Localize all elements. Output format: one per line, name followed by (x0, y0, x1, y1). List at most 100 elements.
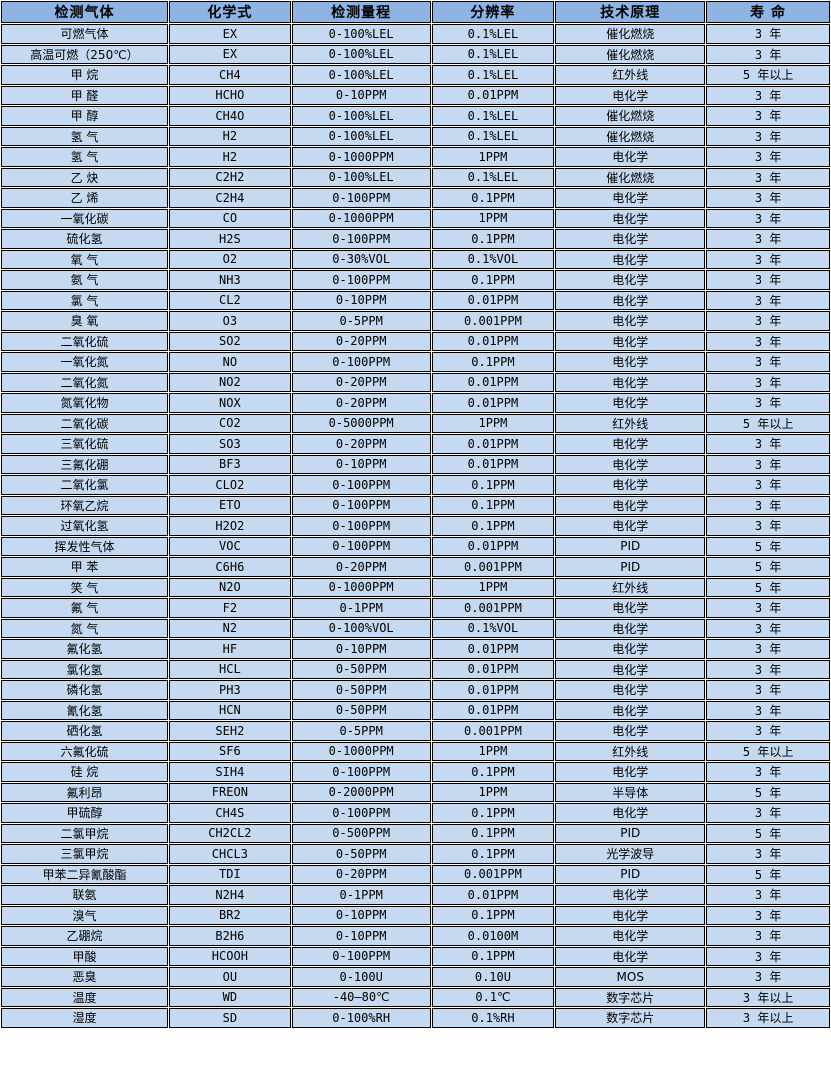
cell-lifespan: 5 年 (706, 536, 830, 556)
cell-technology-principle: 电化学 (555, 905, 706, 925)
table-row: 氮 气 N2 0-100%VOL 0.1%VOL 电化学 3 年 (1, 618, 830, 638)
table-row: 可燃气体 EX 0-100%LEL 0.1%LEL 催化燃烧 3 年 (1, 24, 830, 44)
cell-resolution: 0.01PPM (431, 659, 555, 679)
cell-chemical-formula: F2 (169, 598, 291, 618)
cell-gas-name: 湿度 (1, 1008, 168, 1028)
cell-technology-principle: 红外线 (555, 577, 706, 597)
cell-resolution: 0.1%VOL (431, 618, 555, 638)
cell-chemical-formula: EX (169, 24, 291, 44)
cell-gas-name: 温度 (1, 987, 168, 1007)
cell-chemical-formula: EX (169, 44, 291, 64)
cell-lifespan: 3 年 (706, 905, 830, 925)
table-row: 氢 气 H2 0-100%LEL 0.1%LEL 催化燃烧 3 年 (1, 126, 830, 146)
table-row: 甲酸 HCOOH 0-100PPM 0.1PPM 电化学 3 年 (1, 946, 830, 966)
cell-resolution: 0.01PPM (431, 331, 555, 351)
table-row: 三氧化硫 SO3 0-20PPM 0.01PPM 电化学 3 年 (1, 434, 830, 454)
cell-lifespan: 5 年以上 (706, 741, 830, 761)
cell-technology-principle: 催化燃烧 (555, 106, 706, 126)
cell-chemical-formula: SD (169, 1008, 291, 1028)
cell-gas-name: 三氧化硫 (1, 434, 168, 454)
cell-lifespan: 3 年 (706, 147, 830, 167)
cell-gas-name: 甲酸 (1, 946, 168, 966)
cell-lifespan: 3 年 (706, 44, 830, 64)
cell-resolution: 0.1PPM (431, 516, 555, 536)
cell-technology-principle: 催化燃烧 (555, 44, 706, 64)
table-row: 氟化氢 HF 0-10PPM 0.01PPM 电化学 3 年 (1, 639, 830, 659)
cell-resolution: 0.001PPM (431, 598, 555, 618)
cell-technology-principle: 电化学 (555, 475, 706, 495)
cell-lifespan: 3 年 (706, 680, 830, 700)
cell-chemical-formula: WD (169, 987, 291, 1007)
table-row: 氢 气 H2 0-1000PPM 1PPM 电化学 3 年 (1, 147, 830, 167)
cell-lifespan: 3 年 (706, 495, 830, 515)
cell-resolution: 0.1%RH (431, 1008, 555, 1028)
cell-resolution: 0.01PPM (431, 454, 555, 474)
cell-chemical-formula: SF6 (169, 741, 291, 761)
cell-lifespan: 3 年 (706, 885, 830, 905)
cell-chemical-formula: H2 (169, 147, 291, 167)
table-row: 氮氧化物 NOX 0-20PPM 0.01PPM 电化学 3 年 (1, 393, 830, 413)
table-row: 乙 烯 C2H4 0-100PPM 0.1PPM 电化学 3 年 (1, 188, 830, 208)
cell-resolution: 1PPM (431, 208, 555, 228)
cell-detection-range: 0-100PPM (291, 229, 431, 249)
cell-resolution: 0.001PPM (431, 864, 555, 884)
cell-technology-principle: 电化学 (555, 618, 706, 638)
table-row: 甲苯二异氰酸酯 TDI 0-20PPM 0.001PPM PID 5 年 (1, 864, 830, 884)
cell-detection-range: 0-10PPM (291, 454, 431, 474)
cell-lifespan: 3 年 (706, 331, 830, 351)
cell-gas-name: 过氧化氢 (1, 516, 168, 536)
cell-resolution: 0.1%LEL (431, 106, 555, 126)
cell-technology-principle: 数字芯片 (555, 1008, 706, 1028)
cell-lifespan: 3 年 (706, 454, 830, 474)
cell-detection-range: 0-50PPM (291, 700, 431, 720)
cell-detection-range: 0-1000PPM (291, 147, 431, 167)
table-row: 三氯甲烷 CHCL3 0-50PPM 0.1PPM 光学波导 3 年 (1, 844, 830, 864)
cell-gas-name: 乙硼烷 (1, 926, 168, 946)
cell-lifespan: 3 年 (706, 311, 830, 331)
cell-lifespan: 3 年 (706, 516, 830, 536)
cell-resolution: 0.1%LEL (431, 24, 555, 44)
cell-gas-name: 氯化氢 (1, 659, 168, 679)
cell-lifespan: 3 年 (706, 106, 830, 126)
cell-chemical-formula: O2 (169, 249, 291, 269)
cell-chemical-formula: HCOOH (169, 946, 291, 966)
cell-detection-range: 0-100%LEL (291, 24, 431, 44)
cell-technology-principle: 电化学 (555, 229, 706, 249)
cell-chemical-formula: CH2CL2 (169, 823, 291, 843)
cell-gas-name: 氨 气 (1, 270, 168, 290)
cell-detection-range: 0-100PPM (291, 495, 431, 515)
cell-gas-name: 氰化氢 (1, 700, 168, 720)
table-row: 甲 烷 CH4 0-100%LEL 0.1%LEL 红外线 5 年以上 (1, 65, 830, 85)
cell-technology-principle: 电化学 (555, 311, 706, 331)
table-row: 乙硼烷 B2H6 0-10PPM 0.0100M 电化学 3 年 (1, 926, 830, 946)
cell-detection-range: 0-10PPM (291, 926, 431, 946)
cell-lifespan: 3 年 (706, 393, 830, 413)
cell-technology-principle: 电化学 (555, 680, 706, 700)
cell-resolution: 0.001PPM (431, 721, 555, 741)
cell-lifespan: 5 年 (706, 823, 830, 843)
cell-detection-range: 0-100%LEL (291, 44, 431, 64)
cell-detection-range: 0-100PPM (291, 516, 431, 536)
cell-lifespan: 5 年以上 (706, 413, 830, 433)
cell-technology-principle: 电化学 (555, 331, 706, 351)
cell-gas-name: 氟利昂 (1, 782, 168, 802)
cell-resolution: 0.1PPM (431, 823, 555, 843)
table-row: 甲硫醇 CH4S 0-100PPM 0.1PPM 电化学 3 年 (1, 803, 830, 823)
cell-chemical-formula: O3 (169, 311, 291, 331)
cell-lifespan: 3 年 (706, 762, 830, 782)
cell-detection-range: 0-100PPM (291, 536, 431, 556)
cell-resolution: 0.1PPM (431, 844, 555, 864)
cell-detection-range: 0-50PPM (291, 680, 431, 700)
cell-resolution: 0.01PPM (431, 680, 555, 700)
cell-resolution: 0.10U (431, 967, 555, 987)
cell-gas-name: 氯 气 (1, 290, 168, 310)
cell-detection-range: 0-20PPM (291, 372, 431, 392)
cell-detection-range: 0-10PPM (291, 290, 431, 310)
cell-gas-name: 二氯甲烷 (1, 823, 168, 843)
cell-resolution: 0.01PPM (431, 434, 555, 454)
table-row: 湿度 SD 0-100%RH 0.1%RH 数字芯片 3 年以上 (1, 1008, 830, 1028)
table-row: 乙 炔 C2H2 0-100%LEL 0.1%LEL 催化燃烧 3 年 (1, 167, 830, 187)
cell-detection-range: 0-20PPM (291, 331, 431, 351)
cell-detection-range: 0-100PPM (291, 762, 431, 782)
cell-gas-name: 环氧乙烷 (1, 495, 168, 515)
